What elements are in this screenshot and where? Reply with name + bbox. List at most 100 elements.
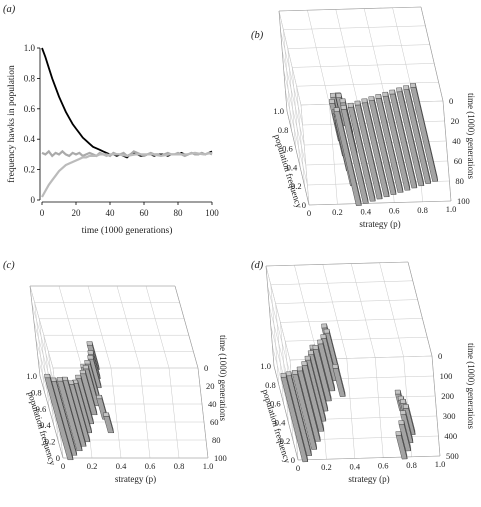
- backwall-gridline: [307, 10, 330, 105]
- floor-gridline: [374, 357, 384, 458]
- floor-gridline: [329, 104, 338, 205]
- x-tick-label: 1.0: [203, 461, 214, 471]
- bar-top-face: [398, 420, 405, 425]
- bar: [291, 369, 318, 450]
- frame-edge: [273, 365, 299, 461]
- z-axis-title: time (1000) generations: [466, 93, 476, 179]
- bar: [375, 94, 404, 193]
- y-tick-label: 0.8: [278, 125, 289, 135]
- x-tick-label: 0.2: [332, 207, 343, 217]
- x-tick-label: 0.2: [87, 461, 98, 471]
- bar-top-face: [296, 366, 303, 372]
- backwall-gridline: [379, 262, 404, 357]
- bar-top-face: [56, 377, 63, 382]
- x-tick-label: 0.6: [145, 461, 156, 471]
- frame-edge: [39, 375, 64, 459]
- frame-edge: [174, 285, 199, 369]
- sidewall-gridline: [283, 70, 307, 166]
- x-axis-title: time (1000 generations): [82, 225, 173, 236]
- frame-edge: [308, 200, 452, 206]
- y-tick-label: 0.8: [31, 387, 42, 397]
- panel-d: (d)0 0.2 0.4 0.6 0.8 1.000.20.40.60.81.001002…: [251, 260, 476, 484]
- bar-top-face: [400, 410, 407, 415]
- bar-top-face: [361, 98, 368, 104]
- sidewall-gridline: [283, 29, 292, 130]
- y-axis-title: frequency hawks in population: [6, 65, 17, 183]
- x-tick-label: 0.6: [378, 461, 389, 471]
- bar-top-face: [339, 98, 346, 104]
- bar: [361, 98, 390, 198]
- z-tick-label: 40: [208, 399, 217, 409]
- z-tick-label: 400: [444, 431, 457, 441]
- y-tick-label: 1.0: [273, 106, 284, 116]
- y-tick-label: 0.4: [275, 417, 286, 427]
- backwall-gridline: [280, 318, 423, 323]
- backwall-gridline: [116, 285, 141, 369]
- bar: [354, 100, 383, 200]
- x-tick-label: 0.2: [321, 462, 332, 472]
- sidewall-gridline: [278, 10, 302, 106]
- bar: [296, 366, 321, 442]
- frame-edge: [442, 100, 452, 202]
- series-line-3: [41, 151, 213, 198]
- sidewall-gridline: [29, 285, 54, 369]
- backwall-gridline: [296, 81, 439, 87]
- x-tick-label: 0.8: [174, 461, 185, 471]
- z-tick-label: 0: [204, 363, 208, 373]
- sidewall-gridline: [287, 48, 297, 149]
- y-tick-label: 0.6: [24, 104, 36, 114]
- bar-top-face: [328, 99, 335, 104]
- bar-top-face: [291, 369, 298, 375]
- backwall-gridline: [287, 44, 430, 49]
- bar: [347, 102, 376, 202]
- sidewall-gridline: [31, 303, 56, 387]
- bar-top-face: [375, 94, 382, 99]
- bar-top-face: [347, 102, 354, 108]
- frame-edge: [286, 110, 310, 206]
- bar-top-face: [410, 83, 417, 88]
- x-tick-label: 20: [72, 208, 82, 218]
- bar: [285, 371, 312, 457]
- bar-top-face: [96, 395, 103, 399]
- bar: [396, 87, 425, 187]
- z-tick-label: 40: [452, 136, 461, 146]
- x-tick-label: 0.8: [417, 205, 428, 215]
- bar: [395, 431, 408, 460]
- sidewall-gridline: [38, 318, 50, 409]
- bar-top-face: [44, 374, 51, 378]
- bar-top-face: [394, 389, 401, 395]
- backwall-gridline: [283, 25, 426, 31]
- panel-label: (d): [251, 260, 264, 271]
- x-tick-label: 0.6: [389, 206, 400, 216]
- x-tick-label: 0: [296, 463, 300, 473]
- bar-top-face: [335, 93, 342, 98]
- sidewall-gridline: [281, 50, 305, 146]
- backwall-gridline: [87, 285, 112, 369]
- y-tick-label: 0: [56, 453, 60, 463]
- x-tick-label: 0.4: [349, 461, 360, 471]
- y-tick-label: 0.6: [270, 399, 281, 409]
- panel-c: (c)0 0.2 0.4 0.6 0.8 1.000.20.40.60.81.002040…: [3, 260, 228, 484]
- sidewall-gridline: [270, 284, 280, 385]
- y-tick-label: 0.6: [282, 144, 293, 154]
- bar-top-face: [400, 398, 407, 404]
- bar-top-face: [368, 96, 375, 101]
- backwall-gridline: [292, 63, 435, 68]
- bar-top-face: [82, 365, 89, 370]
- bar: [389, 89, 418, 189]
- y-tick-label: 0.8: [265, 380, 276, 390]
- x-axis-title: strategy (p): [348, 474, 389, 484]
- frame-edge: [420, 6, 444, 102]
- bar: [332, 364, 346, 397]
- frame-edge: [297, 455, 441, 461]
- bar-top-face: [402, 404, 409, 409]
- bar: [67, 380, 91, 442]
- x-tick-label: 100: [205, 208, 219, 218]
- backwall-gridline: [275, 299, 418, 304]
- x-tick-label: 40: [106, 208, 116, 218]
- frame-edge: [29, 285, 41, 377]
- z-tick-label: 60: [210, 417, 219, 427]
- bar: [56, 377, 83, 451]
- y-tick-label: 0.4: [287, 162, 298, 172]
